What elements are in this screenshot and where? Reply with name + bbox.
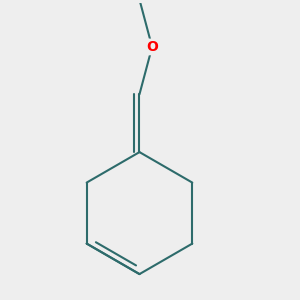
Text: O: O [146,40,158,54]
